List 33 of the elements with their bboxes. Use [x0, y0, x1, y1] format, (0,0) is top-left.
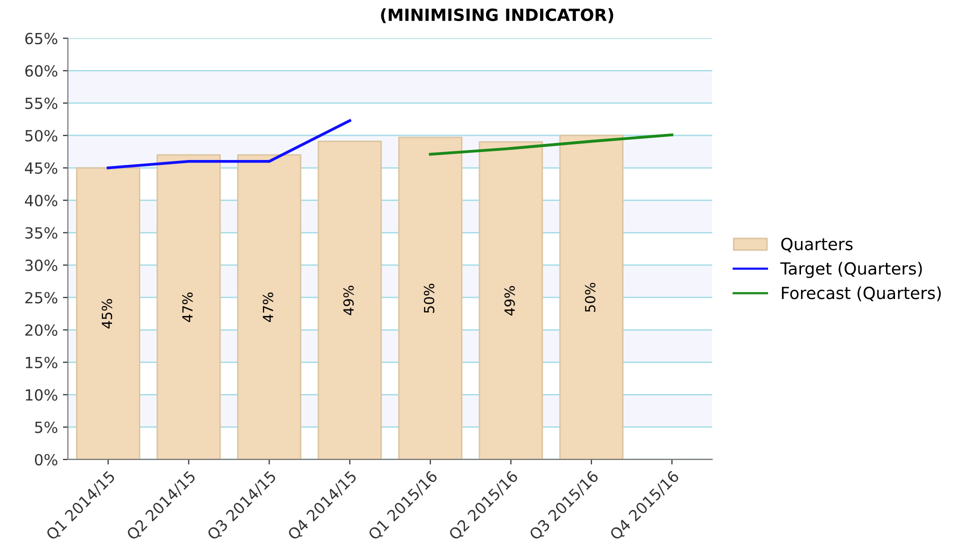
y-tick-label: 10%: [26, 389, 58, 401]
data-label: 45%: [102, 299, 112, 328]
data-label: 49%: [343, 286, 354, 316]
y-tick-label: 35%: [25, 227, 58, 239]
y-tick-label: 60%: [25, 65, 58, 77]
chart-title: (MINIMISING INDICATOR): [381, 8, 614, 24]
y-tick-label: 25%: [25, 292, 58, 304]
y-tick-label: 15%: [26, 356, 58, 368]
bar: [237, 154, 302, 460]
legend-label: Forecast (Quarters): [782, 286, 941, 302]
y-tick-label: 20%: [25, 324, 58, 336]
y-tick-label: 30%: [25, 260, 58, 272]
bar: [76, 167, 140, 460]
bar: [318, 140, 382, 460]
legend-label: Quarters: [781, 238, 853, 252]
y-tick-label: 5%: [35, 422, 58, 434]
bar: [478, 141, 543, 460]
y-tick-label: 40%: [24, 194, 58, 206]
y-tick-label: 55%: [25, 98, 58, 110]
legend-label: Target (Quarters): [780, 262, 922, 278]
y-tick-label: 65%: [25, 32, 58, 44]
y-tick-label: 45%: [24, 162, 58, 174]
data-label: 50%: [584, 282, 596, 312]
data-label: 50%: [424, 284, 434, 313]
data-label: 49%: [504, 286, 515, 316]
bar: [559, 134, 624, 460]
line-series: [428, 133, 674, 156]
bar: [398, 136, 462, 460]
y-tick-label: 50%: [25, 130, 58, 142]
data-label: 47%: [182, 292, 193, 322]
data-label: 47%: [262, 292, 274, 322]
bar: [156, 154, 221, 460]
y-tick-label: 0%: [34, 454, 58, 466]
